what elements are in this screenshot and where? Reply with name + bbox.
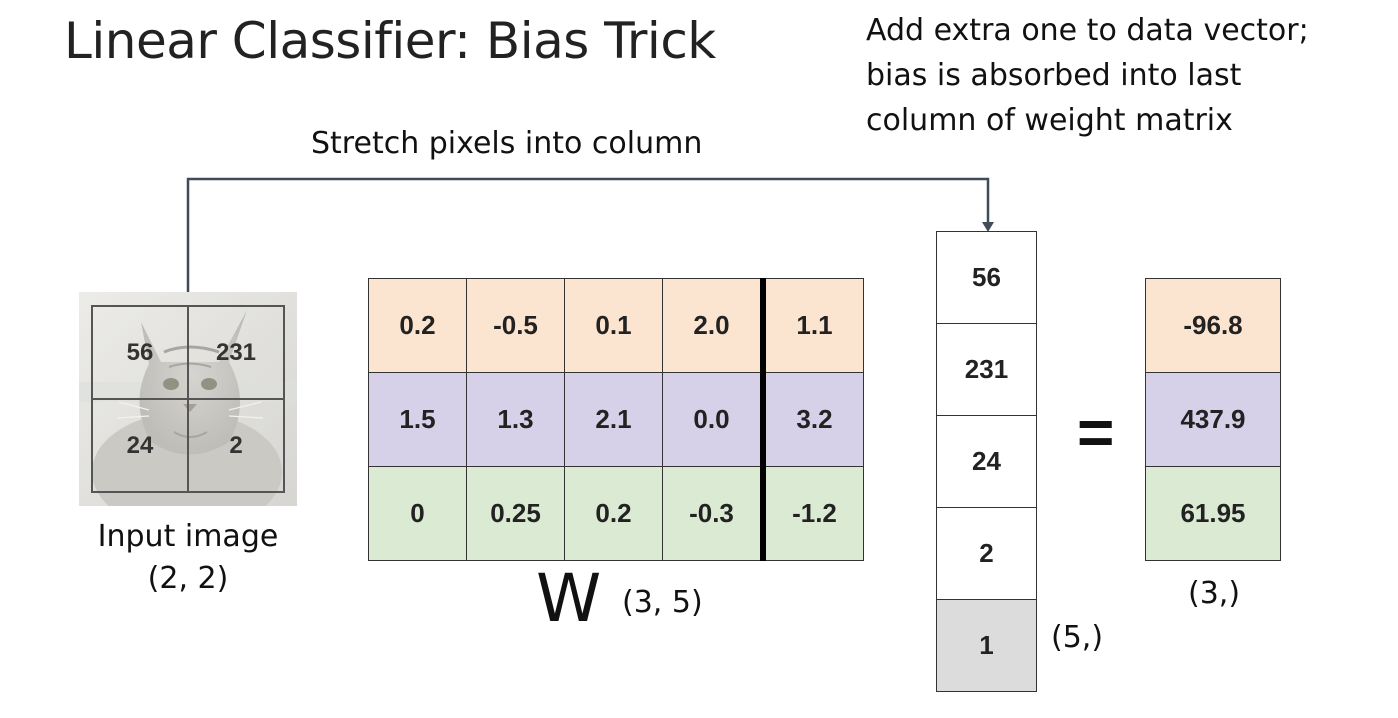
weight-cell: 2.1 <box>564 372 663 467</box>
bias-note: Add extra one to data vector; bias is ab… <box>866 8 1386 143</box>
result-cell: 437.9 <box>1145 372 1281 467</box>
slide-title: Linear Classifier: Bias Trick <box>64 12 716 70</box>
weight-cell: 0.25 <box>466 466 565 561</box>
vector-cell: 231 <box>936 323 1037 416</box>
weight-symbol: W <box>536 560 602 637</box>
weight-row: 1.5 1.3 2.1 0.0 3.2 <box>368 372 864 467</box>
weight-cell: 0 <box>368 466 467 561</box>
weight-cell: 2.0 <box>662 278 764 373</box>
pixel-value: 24 <box>92 399 188 492</box>
result-cell: -96.8 <box>1145 278 1281 373</box>
bias-cell: 1.1 <box>760 278 864 373</box>
vector-cell: 56 <box>936 231 1037 324</box>
weight-cell: -0.5 <box>466 278 565 373</box>
bias-note-line: bias is absorbed into last <box>866 58 1242 93</box>
weight-row: 0.2 -0.5 0.1 2.0 1.1 <box>368 278 864 373</box>
bias-cell: -1.2 <box>760 466 864 561</box>
input-image-label: Input image <box>97 519 279 554</box>
weight-shape: (3, 5) <box>622 585 703 620</box>
result-cell: 61.95 <box>1145 466 1281 561</box>
equals-sign: = <box>1077 396 1115 468</box>
weight-cell: 0.1 <box>564 278 663 373</box>
weight-cell: 1.5 <box>368 372 467 467</box>
vector-bias-cell: 1 <box>936 599 1037 692</box>
vector-shape: (5,) <box>1051 620 1104 655</box>
pixel-value: 56 <box>92 306 188 399</box>
weight-matrix: 0.2 -0.5 0.1 2.0 1.1 1.5 1.3 2.1 0.0 3.2… <box>368 278 864 561</box>
pixel-value: 231 <box>188 306 284 399</box>
bias-cell: 3.2 <box>760 372 864 467</box>
data-vector: 56 231 24 2 1 <box>936 231 1037 692</box>
weight-row: 0 0.25 0.2 -0.3 -1.2 <box>368 466 864 561</box>
weight-cell: -0.3 <box>662 466 764 561</box>
pixel-grid: 56 231 24 2 <box>91 305 285 493</box>
bias-note-line: column of weight matrix <box>866 103 1233 138</box>
input-image-shape: (2, 2) <box>147 561 229 596</box>
weight-cell: 0.2 <box>368 278 467 373</box>
weight-cell: 0.2 <box>564 466 663 561</box>
bias-note-line: Add extra one to data vector; <box>866 13 1309 48</box>
result-vector: -96.8 437.9 61.95 <box>1145 278 1281 561</box>
weight-cell: 1.3 <box>466 372 565 467</box>
vector-cell: 2 <box>936 507 1037 600</box>
stretch-label: Stretch pixels into column <box>311 126 703 161</box>
weight-cell: 0.0 <box>662 372 764 467</box>
result-shape: (3,) <box>1188 576 1241 611</box>
vector-cell: 24 <box>936 415 1037 508</box>
input-image-caption: Input image (2, 2) <box>79 516 297 600</box>
pixel-value: 2 <box>188 399 284 492</box>
